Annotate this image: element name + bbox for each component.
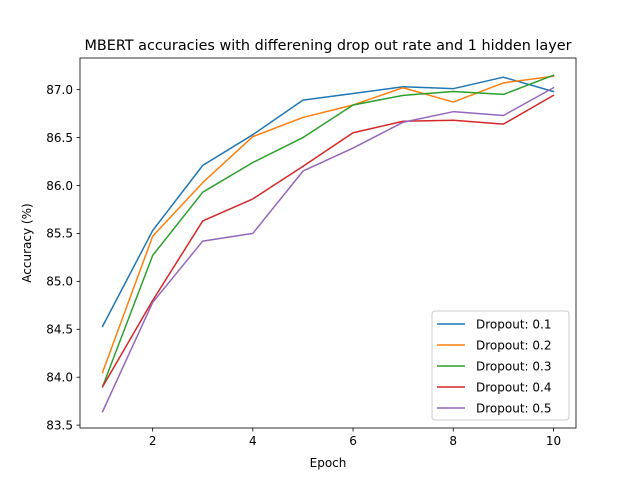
legend: Dropout: 0.1 Dropout: 0.2 Dropout: 0.3 Drop…	[431, 310, 570, 421]
y-tick-label: 87.0	[46, 83, 73, 97]
series-line-dropout-3	[101, 74, 555, 388]
series-line-dropout-1	[101, 76, 555, 328]
y-axis-label: Accuracy (%)	[20, 203, 34, 282]
plot-frame	[79, 57, 577, 429]
series-line-dropout-4	[101, 94, 555, 388]
legend-label: Dropout: 0.4	[476, 380, 551, 394]
x-tick-label: 4	[249, 434, 257, 448]
legend-label: Dropout: 0.1	[476, 317, 551, 331]
x-tick-label: 10	[546, 434, 561, 448]
series-layer	[101, 74, 555, 413]
legend-label: Dropout: 0.2	[476, 338, 551, 352]
series-line-dropout-5	[101, 86, 555, 413]
x-axis: 2 4 6 8 10	[149, 428, 561, 448]
legend-frame	[431, 310, 570, 421]
legend-label: Dropout: 0.5	[476, 401, 551, 415]
y-tick-label: 84.0	[46, 370, 73, 384]
y-tick-label: 85.5	[46, 227, 73, 241]
chart-title: MBERT accuracies with differening drop o…	[84, 38, 571, 54]
x-tick-label: 2	[149, 434, 157, 448]
legend-label: Dropout: 0.3	[476, 359, 551, 373]
y-tick-label: 86.5	[46, 131, 73, 145]
y-tick-label: 84.5	[46, 323, 73, 337]
y-tick-label: 83.5	[46, 418, 73, 432]
y-tick-label: 86.0	[46, 179, 73, 193]
plot-area	[79, 57, 577, 429]
x-tick-label: 8	[449, 434, 457, 448]
y-tick-label: 85.0	[46, 275, 73, 289]
y-axis: 83.5 84.0 84.5 85.0 85.5 86.0 86.5 87.0	[46, 83, 80, 432]
x-axis-label: Epoch	[310, 456, 347, 470]
x-tick-label: 6	[349, 434, 357, 448]
